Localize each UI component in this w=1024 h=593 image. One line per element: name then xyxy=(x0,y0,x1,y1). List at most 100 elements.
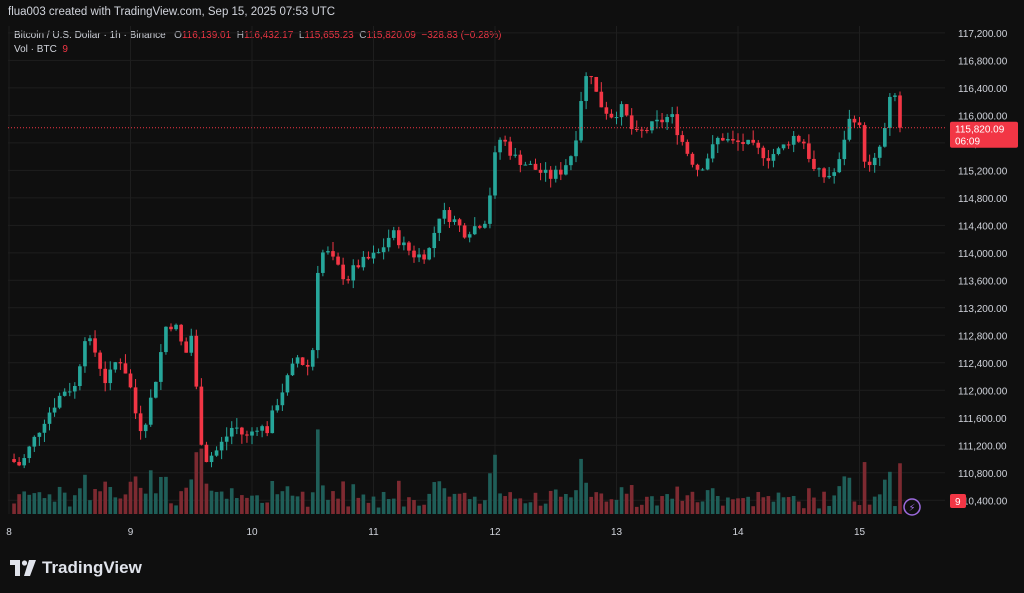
volume-bar xyxy=(143,493,148,514)
volume-bar xyxy=(189,479,194,514)
candle xyxy=(250,427,254,445)
volume-bar xyxy=(776,492,781,514)
volume-label[interactable]: Vol · BTC xyxy=(14,44,57,55)
bar-countdown: 06:09 xyxy=(955,137,980,148)
price-chart[interactable]: 110,400.00 110,800.00 111,200.00 111,600.00… xyxy=(0,26,1024,548)
y-tick-label: 114,400.00 xyxy=(958,221,1008,232)
volume-bar xyxy=(700,501,705,514)
chart-grid xyxy=(8,26,945,514)
candle xyxy=(27,445,32,463)
volume-bar xyxy=(710,488,715,514)
volume-bar xyxy=(675,486,680,514)
candle xyxy=(72,382,77,399)
y-tick-label: 110,800.00 xyxy=(958,469,1008,480)
volume-bar xyxy=(862,462,867,514)
volume-legend[interactable]: Vol · BTC 9 xyxy=(14,44,68,55)
volume-bar xyxy=(305,506,310,514)
volume-bar xyxy=(569,497,573,514)
symbol-legend[interactable]: Bitcoin / U.S. Dollar · 1h · Binance O11… xyxy=(14,30,501,41)
tradingview-logo[interactable]: TradingView xyxy=(10,558,142,578)
volume-bar xyxy=(477,503,482,514)
candle xyxy=(898,91,902,133)
volume-bar xyxy=(280,491,285,514)
volume-bar xyxy=(832,495,837,514)
x-tick-label: 9 xyxy=(128,527,134,538)
candle xyxy=(437,218,442,242)
candle xyxy=(766,150,771,169)
candle xyxy=(32,435,37,452)
candle xyxy=(700,167,705,171)
volume-bar xyxy=(133,476,138,514)
creator-credit: flua003 created with TradingView.com, Se… xyxy=(8,6,336,18)
candle xyxy=(270,405,275,434)
last-price-tag xyxy=(950,121,1018,148)
candle xyxy=(498,137,502,160)
volume-bar xyxy=(255,495,259,514)
y-tick-label: 113,200.00 xyxy=(958,304,1008,315)
volume-bar xyxy=(462,492,467,514)
candle xyxy=(867,154,872,172)
volume-bar xyxy=(807,488,811,514)
volume-bar xyxy=(52,501,57,514)
candle xyxy=(746,139,750,145)
candle xyxy=(665,114,669,131)
candle xyxy=(396,226,401,249)
candle xyxy=(457,217,462,232)
y-tick-label: 112,000.00 xyxy=(958,386,1008,397)
candle xyxy=(538,163,543,181)
candle xyxy=(705,153,710,171)
volume-bar xyxy=(118,498,123,514)
volume-bar xyxy=(108,486,113,514)
volume-bar xyxy=(827,505,831,514)
footer: TradingView xyxy=(0,548,1024,593)
volume-bar xyxy=(695,502,700,514)
candlesticks xyxy=(12,72,902,469)
volume-bar xyxy=(781,497,786,514)
volume-bar xyxy=(270,480,275,514)
last-price-tag-text: 115,820.09 xyxy=(955,125,1005,136)
volume-bar xyxy=(690,491,695,514)
volume-bar xyxy=(123,494,128,514)
candle xyxy=(685,139,690,157)
volume-bar xyxy=(32,493,37,514)
candle xyxy=(315,265,320,359)
candle xyxy=(472,217,477,236)
volume-bar xyxy=(614,499,619,514)
symbol-name[interactable]: Bitcoin / U.S. Dollar · 1h · Binance xyxy=(14,30,166,41)
volume-bar xyxy=(791,495,796,514)
volume-bar xyxy=(579,458,583,514)
volume-bar xyxy=(366,502,371,514)
candle xyxy=(442,202,447,225)
candle xyxy=(47,407,52,431)
volume-bar xyxy=(447,496,452,514)
candle xyxy=(331,241,335,261)
volume-bar xyxy=(98,491,102,514)
volume-bar xyxy=(771,501,776,514)
candle xyxy=(877,144,882,166)
volume-bar xyxy=(437,481,442,514)
candle xyxy=(209,452,214,468)
volume-bar xyxy=(209,490,214,514)
volume-bar xyxy=(179,491,183,514)
candle xyxy=(204,441,209,463)
candle xyxy=(285,373,290,396)
volume-bar xyxy=(736,498,740,514)
svg-text:⚡: ⚡ xyxy=(909,503,916,514)
candle xyxy=(594,76,599,92)
candle xyxy=(508,136,513,160)
volume-bar xyxy=(214,491,219,514)
volume-bar xyxy=(645,496,649,514)
y-tick-label: 111,200.00 xyxy=(958,441,1007,452)
volume-bar xyxy=(837,486,842,514)
candle xyxy=(12,453,16,464)
volume-bar xyxy=(128,481,133,514)
candle xyxy=(321,249,325,277)
candle xyxy=(857,116,862,128)
candle xyxy=(862,122,867,168)
volume-bar xyxy=(574,490,578,514)
candle xyxy=(159,344,163,391)
candle xyxy=(361,251,366,271)
flash-icon[interactable]: ⚡ xyxy=(903,498,921,516)
candle xyxy=(528,160,533,165)
volume-bar xyxy=(113,497,118,514)
